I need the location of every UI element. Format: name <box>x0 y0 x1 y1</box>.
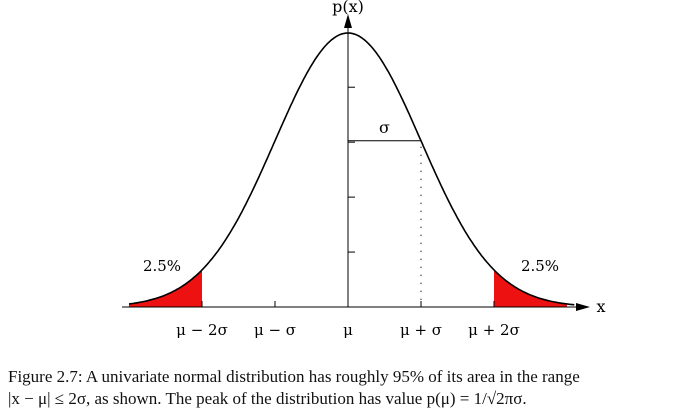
normal-distribution-figure: σ p(x) x 2.5% 2.5% μ − 2σ μ − σ μ μ + σ μ + … <box>122 0 606 339</box>
left-tail-percent-label: 2.5% <box>143 257 181 275</box>
x-tick-label: μ + σ <box>400 321 442 339</box>
x-axis-label: x <box>596 297 605 316</box>
right-tail-region <box>494 269 567 307</box>
x-tick-label: μ − σ <box>254 321 296 339</box>
x-axis-arrow <box>576 303 590 311</box>
y-axis-arrow <box>344 14 352 28</box>
figure-caption: Figure 2.7: A univariate normal distribu… <box>8 366 684 410</box>
right-tail-percent-label: 2.5% <box>521 257 559 275</box>
normal-curve <box>128 32 575 306</box>
sigma-label: σ <box>379 118 390 137</box>
x-tick-label: μ − 2σ <box>176 321 228 339</box>
caption-line-1: Figure 2.7: A univariate normal distribu… <box>8 367 580 386</box>
x-ticks <box>201 301 495 307</box>
y-axis-label: p(x) <box>332 0 364 16</box>
left-tail-region <box>129 269 202 307</box>
y-ticks <box>348 86 355 253</box>
caption-line-2: |x − μ| ≤ 2σ, as shown. The peak of the … <box>8 389 527 408</box>
axes <box>122 14 590 311</box>
shaded-tails <box>129 269 567 307</box>
x-tick-label: μ + 2σ <box>468 321 520 339</box>
x-tick-labels: μ − 2σ μ − σ μ μ + σ μ + 2σ <box>176 321 520 339</box>
x-tick-label: μ <box>343 321 353 339</box>
